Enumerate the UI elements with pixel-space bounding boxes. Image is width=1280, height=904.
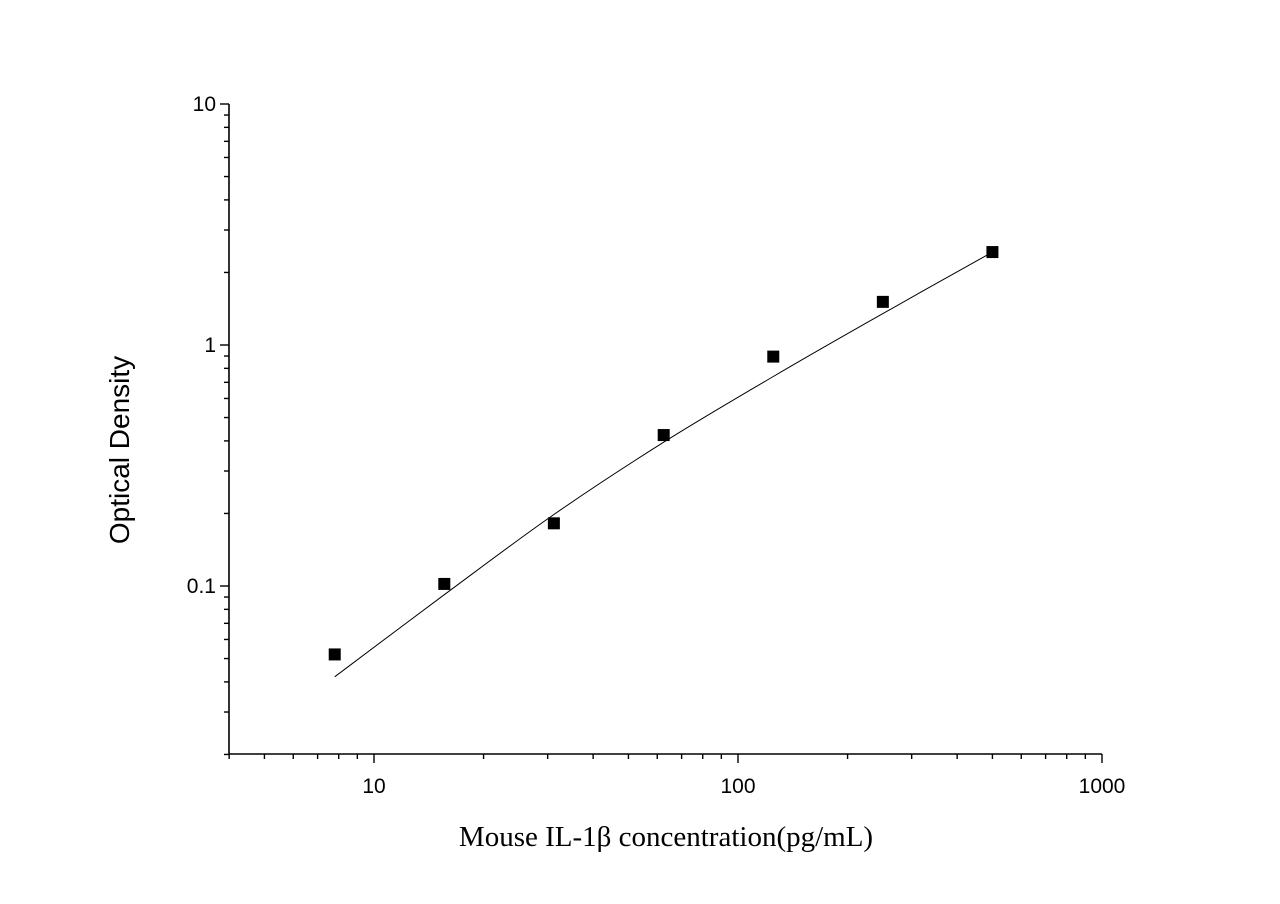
y-tick-label: 1 [204, 334, 216, 357]
tick-marks [220, 103, 1103, 763]
y-tick-label: 0.1 [187, 575, 216, 598]
y-tick-label: 10 [193, 93, 216, 116]
data-point [438, 577, 451, 590]
fit-curve-layer [334, 251, 993, 678]
data-point [328, 648, 341, 661]
x-tick-label: 100 [720, 775, 755, 798]
fit-curve [334, 251, 993, 678]
data-point [547, 517, 560, 530]
data-point [657, 429, 670, 442]
x-axis-title: Mouse IL-1β concentration(pg/mL) [459, 821, 873, 853]
tick-labels: 10 100 1000 0.1 1 10 [187, 93, 1126, 798]
x-tick-label: 10 [362, 775, 385, 798]
data-point [767, 350, 780, 363]
axes [228, 104, 1102, 755]
y-axis-title: Optical Density [104, 356, 135, 544]
data-points-layer [328, 246, 999, 661]
data-point [986, 246, 999, 259]
x-tick-label: 1000 [1079, 775, 1126, 798]
data-point [876, 295, 889, 308]
